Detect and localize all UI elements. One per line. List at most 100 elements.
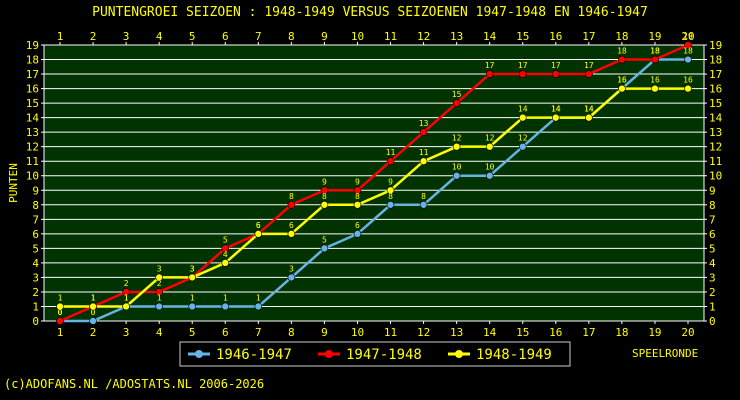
data-point (320, 186, 329, 195)
data-point (585, 70, 593, 78)
data-label: 3 (190, 264, 195, 273)
y-tick-label: 0 (709, 315, 716, 328)
y-tick-label: 6 (709, 228, 716, 241)
legend-marker (455, 350, 463, 358)
y-tick-label: 15 (26, 97, 39, 110)
data-label: 16 (650, 76, 660, 85)
x-tick-label: 16 (549, 30, 562, 43)
data-point (155, 288, 163, 296)
data-label: 16 (617, 76, 627, 85)
x-tick-label: 8 (288, 326, 295, 339)
data-point (386, 200, 395, 209)
y-tick-label: 0 (32, 315, 39, 328)
x-tick-label: 17 (582, 30, 595, 43)
y-tick-label: 18 (26, 54, 39, 67)
y-tick-label: 17 (26, 68, 39, 81)
y-tick-label: 1 (709, 300, 716, 313)
x-tick-label: 18 (615, 326, 628, 339)
data-label: 18 (650, 47, 660, 56)
data-label: 16 (683, 76, 693, 85)
y-tick-label: 7 (709, 213, 716, 226)
data-point (684, 55, 692, 64)
data-point (684, 41, 692, 49)
data-point (254, 230, 263, 238)
data-label: 1 (190, 293, 195, 302)
data-label: 18 (650, 47, 660, 56)
data-label: 10 (485, 163, 495, 172)
x-tick-label: 19 (648, 30, 661, 43)
x-tick-label: 15 (516, 326, 529, 339)
y-tick-label: 8 (709, 199, 716, 212)
data-point (221, 244, 230, 253)
x-tick-label: 1 (57, 30, 64, 43)
data-label: 19 (683, 32, 693, 41)
legend-label: 1948-1949 (476, 347, 552, 363)
x-tick-label: 11 (384, 30, 397, 43)
data-label: 9 (322, 177, 327, 186)
data-label: 2 (157, 279, 162, 288)
data-label: 1 (58, 293, 63, 302)
data-label: 2 (124, 279, 129, 288)
data-point (419, 200, 428, 209)
data-label: 8 (355, 192, 360, 201)
x-tick-label: 9 (321, 326, 328, 339)
data-point (618, 84, 626, 93)
data-label: 8 (388, 192, 393, 201)
data-label: 10 (452, 163, 462, 172)
y-tick-label: 1 (32, 300, 39, 313)
x-tick-label: 1 (57, 326, 64, 339)
x-tick-label: 6 (222, 326, 229, 339)
x-tick-label: 10 (351, 30, 364, 43)
data-point (485, 171, 494, 180)
data-point (585, 113, 593, 122)
data-point (485, 70, 494, 78)
data-point (353, 200, 362, 209)
data-label: 14 (584, 105, 594, 114)
data-point (122, 302, 130, 311)
y-tick-label: 4 (32, 257, 39, 270)
data-point (452, 142, 461, 151)
data-point (254, 302, 263, 311)
x-tick-label: 3 (123, 30, 130, 43)
x-tick-label: 5 (189, 326, 196, 339)
data-label: 3 (289, 264, 294, 273)
y-tick-label: 3 (32, 271, 39, 284)
x-tick-label: 14 (483, 326, 497, 339)
y-tick-label: 6 (32, 228, 39, 241)
y-tick-label: 18 (709, 54, 722, 67)
copyright-footer: (c)ADOFANS.NL /ADOSTATS.NL 2006-2026 (4, 377, 264, 391)
data-label: 11 (419, 148, 429, 157)
data-point (452, 171, 461, 180)
data-point (651, 55, 659, 64)
data-point (353, 230, 362, 238)
data-label: 6 (355, 221, 360, 230)
y-tick-label: 16 (26, 83, 39, 96)
data-point (56, 302, 64, 311)
data-point (452, 99, 461, 107)
x-axis-bottom: 1 2 3 4 5 6 7 8 9 10 11 12 13 14 15 16 17 18 19 20 (57, 321, 695, 339)
x-tick-label: 16 (549, 326, 562, 339)
legend-box (179, 341, 571, 367)
data-point (155, 273, 163, 282)
data-label: 1 (91, 293, 96, 302)
data-label: 9 (388, 177, 393, 186)
y-tick-label: 13 (709, 126, 722, 139)
x-tick-label: 14 (483, 30, 497, 43)
data-point (188, 273, 197, 282)
data-point (651, 84, 659, 93)
data-label: 17 (584, 61, 594, 70)
data-label: 1 (91, 293, 96, 302)
data-label: 14 (551, 105, 561, 114)
x-tick-label: 19 (648, 326, 661, 339)
x-tick-label: 17 (582, 326, 595, 339)
y-tick-label: 19 (709, 39, 722, 52)
y-tick-label: 12 (26, 141, 39, 154)
legend: 1946-1947 1947-1948 1948-1949 (188, 347, 552, 363)
x-tick-label: 13 (450, 326, 463, 339)
y-tick-label: 11 (26, 155, 39, 168)
y-tick-label: 19 (26, 39, 39, 52)
data-point (419, 128, 428, 136)
data-point (618, 55, 626, 64)
